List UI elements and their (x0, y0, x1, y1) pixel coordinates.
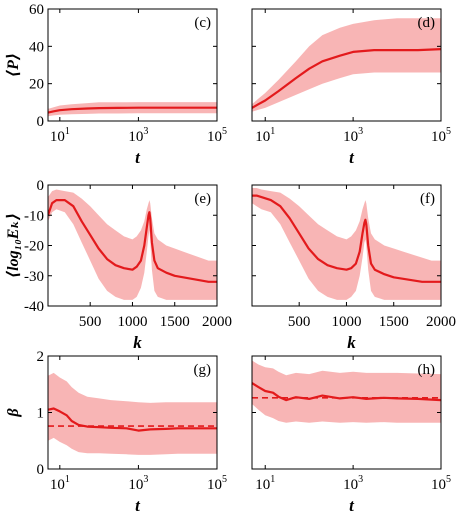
mean-line (252, 382, 441, 402)
plot-area (252, 18, 441, 112)
panel-h: 101 103 105 t (h) (251, 355, 451, 515)
y-tick-label: -10 (24, 208, 44, 224)
panel-c: 101 103 105 0 20 40 60 t ⟨P⟩ (c) (5, 2, 227, 167)
std-band (252, 188, 441, 300)
x-axis-label: t (135, 496, 141, 515)
std-band (48, 189, 217, 300)
x-tick-label: 105 (431, 126, 451, 145)
x-axis-label: t (135, 148, 141, 167)
y-tick-label: 20 (29, 77, 44, 93)
plot-area (48, 372, 217, 455)
panel-label: (d) (418, 15, 436, 31)
plot-area (48, 102, 217, 117)
y-tick-label: -40 (24, 299, 44, 315)
std-band (252, 360, 441, 423)
axes-frame (47, 8, 218, 122)
y-tick-label: 0 (37, 114, 45, 130)
y-tick-label: 40 (29, 39, 44, 55)
mean-line (48, 407, 217, 432)
y-tick-label: -20 (24, 239, 44, 255)
x-tick-label: 1000 (117, 314, 147, 330)
x-tick-label: 101 (50, 126, 70, 145)
mean-line (48, 199, 217, 283)
panel-e: 500 1000 1500 2000 0 -10 -20 -30 -40 k ⟨log₁₀Eₖ⟩ (e… (5, 178, 232, 352)
x-tick-label: 101 (255, 126, 275, 145)
x-tick-label: 105 (431, 474, 451, 493)
x-tick-label: 1500 (160, 314, 190, 330)
x-tick-label: 105 (207, 126, 227, 145)
x-tick-label: 101 (255, 474, 275, 493)
y-tick-label: 0 (37, 462, 45, 478)
y-tick-label: 1 (37, 406, 45, 422)
x-tick-label: 101 (50, 474, 70, 493)
panel-g: 101 103 105 0 1 2 t β (g) (5, 349, 227, 515)
y-tick-label: 60 (29, 2, 44, 18)
panel-label: (e) (194, 191, 211, 207)
axes-frame (251, 8, 442, 122)
x-axis-label: k (133, 333, 142, 352)
x-tick-label: 103 (343, 126, 363, 145)
y-axis-label: ⟨P⟩ (5, 53, 22, 77)
x-axis-label: t (349, 496, 355, 515)
y-tick-label: -30 (24, 269, 44, 285)
x-tick-label: 2000 (202, 314, 232, 330)
panel-f: 500 1000 1500 2000 k (f) (251, 184, 456, 352)
x-tick-label: 103 (128, 474, 148, 493)
panel-label: (g) (194, 362, 212, 378)
x-axis-label: t (349, 148, 355, 167)
panel-label: (h) (418, 362, 436, 378)
x-tick-label: 103 (343, 474, 363, 493)
x-tick-label: 500 (288, 314, 311, 330)
mean-line (252, 194, 441, 283)
x-tick-label: 1500 (379, 314, 409, 330)
panel-label: (f) (420, 191, 435, 207)
y-tick-label: 2 (37, 349, 45, 365)
panel-label: (c) (194, 15, 211, 31)
mean-line (48, 106, 217, 114)
y-tick-label: 0 (37, 178, 45, 194)
plot-area (252, 360, 441, 423)
panel-d: 101 103 105 t (d) (251, 8, 451, 167)
mean-line (252, 48, 441, 109)
y-axis-label: ⟨log₁₀Eₖ⟩ (5, 213, 22, 278)
x-tick-label: 2000 (426, 314, 456, 330)
std-band (252, 18, 441, 112)
y-axis-label: β (5, 408, 22, 418)
x-tick-label: 103 (128, 126, 148, 145)
plot-area (252, 188, 441, 300)
x-tick-label: 105 (207, 474, 227, 493)
x-axis-label: k (347, 333, 356, 352)
std-band (48, 372, 217, 455)
x-tick-label: 1000 (331, 314, 361, 330)
std-band (48, 102, 217, 117)
plot-area (48, 189, 217, 300)
x-tick-label: 500 (79, 314, 102, 330)
